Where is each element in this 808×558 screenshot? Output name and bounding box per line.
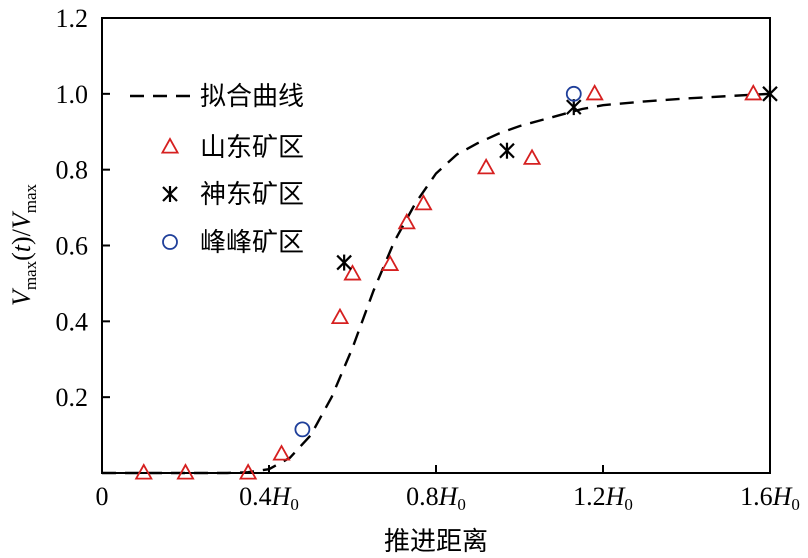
marker-triangle — [380, 254, 400, 271]
x-tick-label: 1.2H0 — [573, 482, 633, 514]
x-tick-label: 0.4H0 — [239, 482, 299, 514]
y-tick-label: 0.8 — [56, 156, 89, 185]
y-tick-label: 0.6 — [56, 232, 89, 261]
y-tick-label: 1.0 — [56, 80, 89, 109]
y-axis-title-text: Vmax(t)/Vmax — [7, 183, 40, 306]
marker-asterisk — [565, 99, 582, 116]
marker-circle — [294, 421, 311, 438]
marker-triangle — [522, 148, 542, 165]
y-axis-label: Vmax(t)/Vmax — [7, 183, 40, 306]
marker-asterisk — [499, 142, 515, 159]
marker-triangle — [176, 463, 195, 480]
marker-asterisk — [762, 85, 778, 102]
legend-label: 拟合曲线 — [200, 82, 304, 112]
legend-swatch-circle — [162, 234, 178, 250]
marker-triangle — [238, 463, 258, 480]
x-tick-label: 0.8H0 — [406, 482, 466, 514]
y-tick-label: 0.2 — [56, 383, 89, 412]
marker-triangle — [397, 212, 416, 230]
x-tick-label: 0 — [96, 482, 109, 511]
marker-circle — [565, 85, 582, 102]
marker-triangle — [414, 193, 433, 211]
x-axis-label: 推进距离 — [384, 527, 488, 557]
legend-label: 神东矿区 — [200, 180, 304, 210]
legend-swatch-triangle — [160, 137, 180, 154]
marker-triangle — [585, 83, 604, 101]
legend-swatch-asterisk — [162, 186, 178, 202]
marker-asterisk — [336, 254, 352, 271]
axis-ticks: 0 0.4H0 0.8H0 1.2H0 1.6H0 0.2 0.4 0.6 0.8 1.0 1.2 — [56, 4, 800, 514]
x-tick-label: 1.6H0 — [740, 482, 800, 514]
marker-triangle — [343, 264, 362, 281]
legend-label: 山东矿区 — [200, 133, 304, 163]
marker-triangle — [476, 157, 496, 175]
marker-triangle — [272, 444, 291, 461]
marker-triangle — [330, 307, 350, 325]
markers-layer — [134, 83, 778, 480]
marker-triangle — [134, 463, 153, 480]
marker-triangle — [744, 83, 763, 101]
y-tick-label: 0.4 — [56, 307, 89, 336]
y-tick-label: 1.2 — [56, 4, 89, 33]
legend-label: 峰峰矿区 — [200, 228, 304, 258]
